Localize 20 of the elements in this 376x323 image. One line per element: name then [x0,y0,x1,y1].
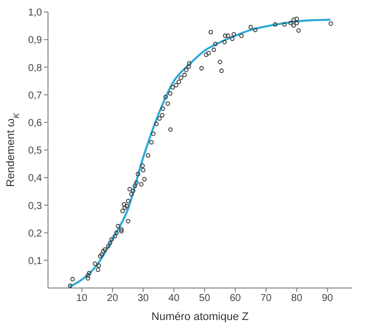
y-tick-label: 0,6 [28,118,42,129]
x-tick-label: 30 [138,293,150,304]
x-tick-label: 10 [76,293,88,304]
x-tick-label: 20 [106,293,118,304]
y-tick-label: 0,8 [28,62,42,74]
x-tick-label: 60 [230,293,242,304]
y-tick-label: 0,5 [28,146,42,157]
x-axis-title: Numéro atomique Z [151,311,249,323]
x-tick-label: 40 [168,293,180,304]
x-tick-label: 80 [291,293,303,304]
y-tick-label: 0,3 [28,200,42,212]
y-tick-label: 0,1 [28,256,42,267]
y-tick-label: 0,2 [28,228,42,240]
y-tick-label: 0,7 [28,90,42,102]
x-tick-label: 70 [260,293,272,304]
y-tick-label: 0,9 [28,35,42,46]
y-tick-label: 1,0 [28,8,42,19]
x-tick-label: 90 [322,293,334,304]
x-tick-label: 50 [199,293,211,304]
y-tick-label: 0,4 [28,173,42,184]
